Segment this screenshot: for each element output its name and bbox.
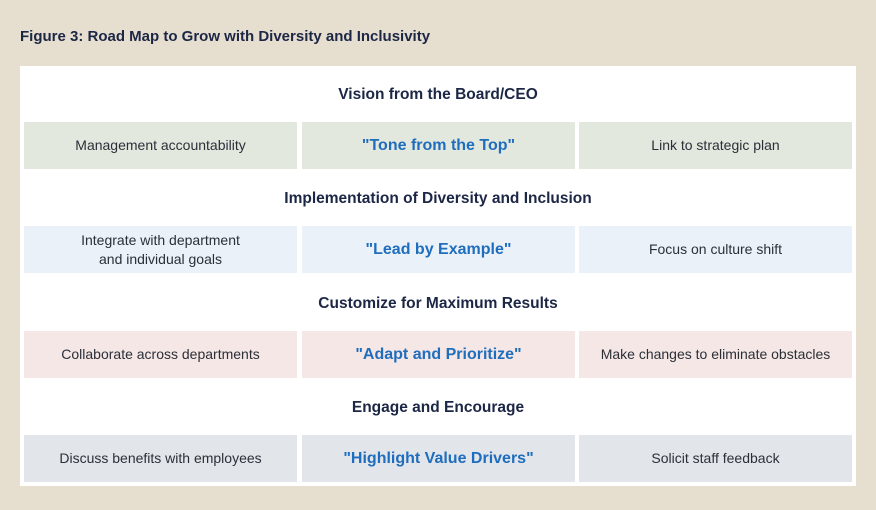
key-message: "Tone from the Top" [302,122,575,169]
roadmap-item: Integrate with department and individual… [24,226,297,274]
section-heading: Engage and Encourage [351,398,525,416]
section-heading: Vision from the Board/CEO [338,86,538,103]
section-heading: Customize for Maximum Results [318,294,558,312]
figure-title: Figure 3: Road Map to Grow with Diversit… [20,28,431,45]
roadmap-item: Make changes to eliminate obstacles [579,330,852,378]
roadmap-item: Solicit staff feedback [579,434,852,482]
roadmap-item: Collaborate across departments [24,330,297,378]
roadmap-item: Link to strategic plan [579,122,852,169]
key-message: "Lead by Example" [302,226,575,274]
key-message: "Adapt and Prioritize" [302,330,575,378]
roadmap-item: Management accountability [24,122,297,169]
roadmap-item: Discuss benefits with employees [24,434,297,482]
roadmap-item: Focus on culture shift [579,226,852,274]
key-message: "Highlight Value Drivers" [302,434,575,482]
roadmap-panel: Vision from the Board/CEO Management acco… [20,66,856,486]
section-heading: Implementation of Diversity and Inclusio… [284,190,592,208]
